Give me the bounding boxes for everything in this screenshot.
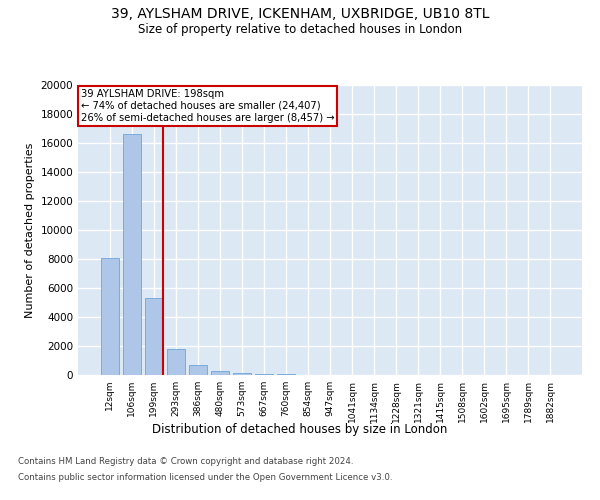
Y-axis label: Number of detached properties: Number of detached properties bbox=[25, 142, 35, 318]
Bar bbox=[189, 365, 206, 375]
Bar bbox=[167, 349, 185, 375]
Bar bbox=[211, 371, 229, 375]
Bar bbox=[233, 373, 251, 375]
Bar bbox=[123, 134, 140, 375]
Bar bbox=[145, 298, 163, 375]
Text: Contains HM Land Registry data © Crown copyright and database right 2024.: Contains HM Land Registry data © Crown c… bbox=[18, 458, 353, 466]
Bar bbox=[101, 258, 119, 375]
Text: 39, AYLSHAM DRIVE, ICKENHAM, UXBRIDGE, UB10 8TL: 39, AYLSHAM DRIVE, ICKENHAM, UXBRIDGE, U… bbox=[111, 8, 489, 22]
Text: Size of property relative to detached houses in London: Size of property relative to detached ho… bbox=[138, 22, 462, 36]
Bar bbox=[255, 374, 273, 375]
Text: Distribution of detached houses by size in London: Distribution of detached houses by size … bbox=[152, 422, 448, 436]
Text: 39 AYLSHAM DRIVE: 198sqm
← 74% of detached houses are smaller (24,407)
26% of se: 39 AYLSHAM DRIVE: 198sqm ← 74% of detach… bbox=[80, 90, 334, 122]
Text: Contains public sector information licensed under the Open Government Licence v3: Contains public sector information licen… bbox=[18, 472, 392, 482]
Bar bbox=[277, 374, 295, 375]
